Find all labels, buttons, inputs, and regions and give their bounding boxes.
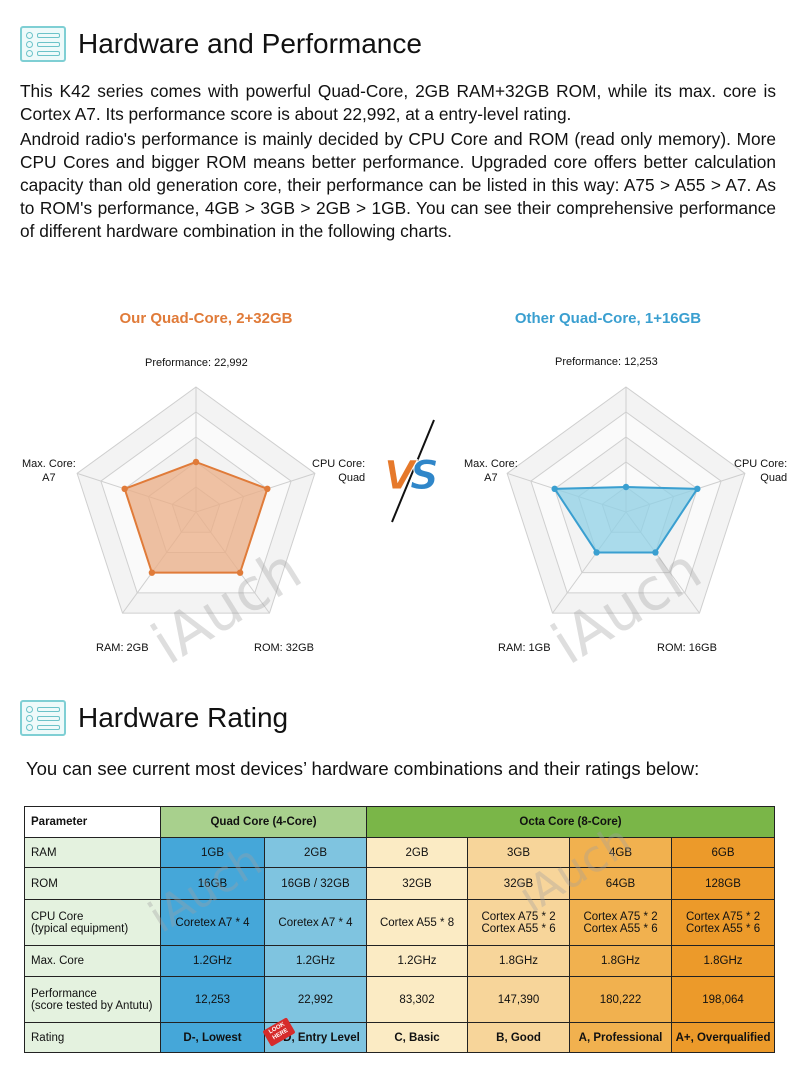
right-label-performance: Preformance: 12,253: [555, 356, 658, 368]
table-cell: 3GB: [467, 837, 571, 868]
table-cell: 2GB: [366, 837, 469, 868]
row-label: ROM: [24, 867, 161, 900]
table-cell: 180,222: [569, 976, 673, 1023]
table-cell: 1.8GHz: [467, 945, 571, 977]
table-cell: 6GB: [671, 837, 776, 868]
table-cell: 83,302: [366, 976, 469, 1023]
vs-mark: V S: [384, 419, 439, 523]
radar-point: [622, 483, 630, 491]
radar-series-shape: [123, 460, 269, 574]
table-cell: Cortex A75 * 2 Cortex A55 * 6: [569, 899, 673, 946]
table-header-row: Parameter Quad Core (4-Core) Octa Core (…: [24, 806, 776, 838]
right-label-rom: ROM: 16GB: [657, 642, 717, 654]
list-icon: [20, 700, 66, 736]
table-cell: 1GB: [160, 837, 265, 868]
table-cell: 32GB: [366, 867, 469, 900]
radar-charts: V S: [76, 386, 746, 614]
intro-paragraph: This K42 series comes with powerful Quad…: [20, 81, 776, 124]
left-radar: [76, 386, 316, 614]
left-label-rom: ROM: 32GB: [254, 642, 314, 654]
table-cell: 2GB: [263, 837, 368, 868]
right-radar: [506, 386, 746, 614]
radar-point: [148, 569, 156, 576]
table-cell: B, Good: [467, 1022, 571, 1053]
radar-point: [652, 549, 659, 556]
radar-point: [121, 485, 128, 493]
radar-point: [236, 569, 244, 576]
table-cell: Cortex A75 * 2 Cortex A55 * 6: [467, 899, 571, 946]
radar-point: [264, 485, 271, 493]
table-row-performance: Performance (score tested by Antutu) 12,…: [24, 976, 776, 1023]
row-label: RAM: [24, 837, 161, 868]
table-row-rom: ROM 16GB 16GB / 32GB 32GB 32GB 64GB 128G…: [24, 867, 776, 900]
left-label-cpu-core: CPU Core: Quad: [312, 458, 366, 484]
radar-point: [694, 485, 701, 493]
row-label: Performance (score tested by Antutu): [24, 976, 161, 1023]
table-cell: 128GB: [671, 867, 776, 900]
right-label-ram: RAM: 1GB: [498, 642, 551, 654]
table-cell: D-, Lowest: [160, 1022, 265, 1053]
table-cell: 1.2GHz: [160, 945, 265, 977]
table-cell: 1.2GHz: [366, 945, 469, 977]
table-cell: A+, Overqualified: [671, 1022, 776, 1053]
section-title: Hardware and Performance: [78, 28, 422, 59]
left-chart-title: Our Quad-Core, 2+32GB: [119, 310, 293, 327]
table-cell: 198,064: [671, 976, 776, 1023]
vs-text: V: [384, 453, 418, 499]
table-cell: 22,992: [263, 976, 368, 1023]
table-cell: 16GB / 32GB: [263, 867, 368, 900]
table-cell: 147,390: [467, 976, 571, 1023]
table-row-rating: Rating D-, Lowest D, Entry Level C, Basi…: [24, 1022, 776, 1053]
row-label: Max. Core: [24, 945, 161, 977]
row-label: Rating: [24, 1022, 161, 1053]
table-cell: C, Basic: [366, 1022, 469, 1053]
table-row-ram: RAM 1GB 2GB 2GB 3GB 4GB 6GB: [24, 837, 776, 868]
section-header-hardware-rating: Hardware Rating: [20, 700, 288, 736]
table-cell: 32GB: [467, 867, 571, 900]
header-parameter: Parameter: [24, 806, 161, 838]
right-label-cpu-core: CPU Core: Quad: [734, 458, 788, 484]
section-title: Hardware Rating: [78, 702, 289, 733]
table-cell: 1.2GHz: [263, 945, 368, 977]
section-header-hardware-performance: Hardware and Performance: [20, 26, 422, 62]
table-cell: 4GB: [569, 837, 673, 868]
table-cell: 16GB: [160, 867, 265, 900]
table-row-max-core: Max. Core 1.2GHz 1.2GHz 1.2GHz 1.8GHz 1.…: [24, 945, 776, 977]
table-cell: Cortex A55 * 8: [366, 899, 469, 946]
rating-intro: You can see current most devices’ hardwa…: [26, 758, 700, 779]
right-chart-title: Other Quad-Core, 1+16GB: [514, 310, 702, 327]
table-row-cpu-core: CPU Core (typical equipment) Coretex A7 …: [24, 899, 776, 946]
svg-text:S: S: [410, 453, 439, 499]
radar-point: [192, 458, 200, 466]
header-octa-core: Octa Core (8-Core): [366, 806, 776, 838]
hardware-rating-table: Parameter Quad Core (4-Core) Octa Core (…: [24, 806, 776, 1053]
radar-series-shape: [552, 485, 700, 554]
left-label-ram: RAM: 2GB: [96, 642, 149, 654]
table-cell: A, Professional: [569, 1022, 673, 1053]
table-cell: Cortex A75 * 2 Cortex A55 * 6: [671, 899, 776, 946]
table-cell: 1.8GHz: [671, 945, 776, 977]
right-label-max-core: Max. Core: A7: [464, 458, 518, 484]
radar-point: [551, 485, 558, 493]
table-cell: 1.8GHz: [569, 945, 673, 977]
explanation-paragraph: Android radio's performance is mainly de…: [20, 129, 776, 241]
radar-point: [593, 549, 600, 556]
table-cell: Coretex A7 * 4: [263, 899, 368, 946]
left-label-max-core: Max. Core: A7: [22, 458, 76, 484]
table-cell: 12,253: [160, 976, 265, 1023]
table-cell: 64GB: [569, 867, 673, 900]
list-icon: [20, 26, 66, 62]
row-label: CPU Core (typical equipment): [24, 899, 161, 946]
left-label-performance: Preformance: 22,992: [145, 357, 248, 369]
table-cell: Coretex A7 * 4: [160, 899, 265, 946]
header-quad-core: Quad Core (4-Core): [159, 806, 368, 838]
